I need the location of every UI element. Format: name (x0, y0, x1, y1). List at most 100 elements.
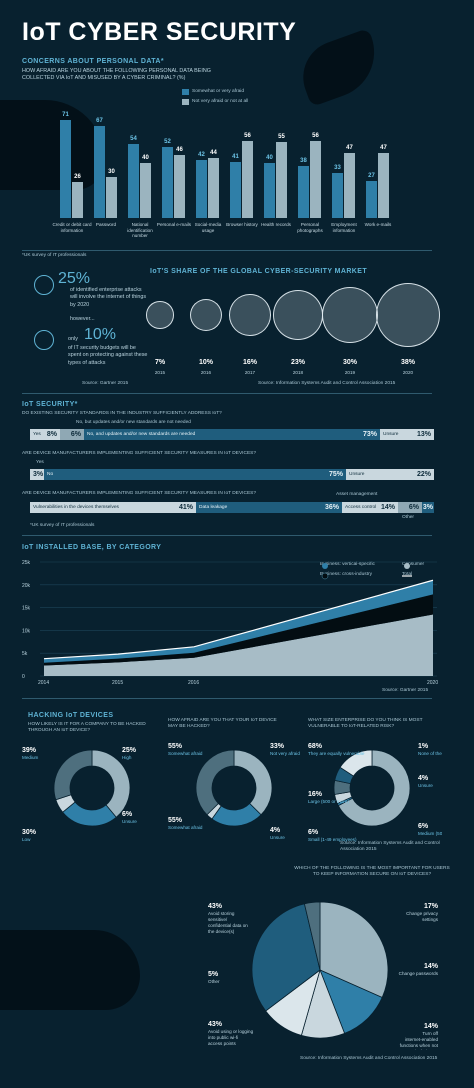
bar-not-afraid (242, 141, 253, 218)
x-tick-label: 2015 (112, 680, 123, 686)
hacking-donuts: 39%Medium25%High6%Unsure30%Low55%Somewha… (22, 743, 442, 842)
legend-afraid: Somewhat or very afraid (192, 89, 244, 94)
donut-value: 25% (122, 747, 137, 754)
bar-category-label: Personal e-mails (156, 222, 192, 227)
bar-afraid (332, 172, 343, 218)
bar-value: 47 (346, 145, 353, 152)
hacking-q1: HOW LIKELY IS IT FOR A COMPANY TO BE HAC… (28, 722, 146, 734)
line-total (43, 579, 434, 660)
pie-slice (319, 901, 389, 998)
bar-not-afraid (140, 163, 151, 218)
only-text: only (68, 336, 78, 342)
donut-label: Somewhat afraid (168, 751, 203, 756)
pie-label: Change passwords (399, 971, 439, 976)
bar-category-label: Credit or debit card information (52, 222, 92, 233)
bar-category-label: Social-media usage (194, 222, 222, 233)
y-tick-label: 0 (22, 674, 25, 680)
bar-not-afraid (106, 176, 117, 218)
share-bubble (376, 283, 440, 347)
share-value: 23% (290, 359, 305, 366)
budget-pct: 10% (84, 326, 117, 343)
bar-afraid (366, 180, 377, 218)
donut-label: Medium (22, 755, 39, 760)
pie-label: actively in use (409, 1049, 438, 1050)
pie-label: settings (422, 917, 439, 922)
donut-label: Medium (50-499) (418, 831, 442, 836)
bar-value: 42 (198, 152, 205, 159)
bar-value: 40 (142, 155, 149, 161)
donut-slice (91, 749, 131, 818)
bar-value: 26 (74, 174, 81, 181)
bar-value: 40 (266, 155, 273, 161)
q1-yes-value: 8% (46, 431, 57, 438)
q3-data: Data leakage 36% (196, 502, 342, 513)
q3-data-label: Data leakage (199, 505, 228, 510)
pie-label: Avoid storing (208, 911, 235, 916)
q1-no-value: 73% (362, 431, 377, 438)
bar-category-label: Work e-mails (364, 222, 392, 227)
security-footnote: *UK survey of IT professionals (30, 523, 95, 528)
bar-value: 41 (232, 153, 239, 160)
bar-category-label: Employment information (331, 222, 357, 233)
donut-value: 33% (270, 743, 285, 750)
bar-value: 56 (244, 133, 251, 139)
share-year: 2017 (244, 370, 256, 375)
pie-label: Turn off (422, 1031, 438, 1036)
bar-afraid (94, 125, 105, 218)
hacking-source: Source: Information Systems Audit and Co… (340, 841, 440, 853)
security-q3: ARE DEVICE MANUFACTURERS IMPLEMENTING SU… (22, 491, 257, 496)
hand-silhouette-top-right (293, 27, 387, 108)
legend-not-afraid: Not very afraid or not at all (192, 99, 249, 104)
x-tick-label: 2014 (38, 680, 49, 686)
market-share-bubbles: 7% 2015 10% 2016 16% 2017 23% 2018 30% 2019 38% 202… (140, 275, 440, 385)
q3-asset-label: Asset management (336, 492, 378, 497)
bug-icon (34, 275, 54, 295)
attack-pct: 25% (58, 270, 91, 287)
q3-strip: Vulnerabilities in the devices themselve… (30, 502, 434, 513)
pie-label: sensitive/ (208, 917, 228, 922)
security-q1: DO EXISTING SECURITY STANDARDS IN THE IN… (22, 411, 222, 416)
bar-value: 47 (380, 145, 387, 152)
q3-vuln: Vulnerabilities in the devices themselve… (30, 502, 196, 513)
donut-label: Low (22, 837, 31, 842)
threat-source: Source: Gartner 2015 (82, 381, 129, 386)
pie-label: Avoid using or logging (208, 1029, 254, 1034)
bar-not-afraid (276, 142, 287, 218)
q1-note: No, but updates and/or new standards are… (76, 420, 191, 425)
donut-value: 39% (22, 747, 37, 754)
bar-not-afraid (72, 182, 83, 218)
bar-value: 44 (210, 149, 217, 156)
q1-unsure-value: 13% (416, 431, 431, 438)
pie-slice (251, 903, 321, 1012)
donut-value: 30% (22, 829, 37, 836)
pie-label: into public wi-fi (208, 1035, 238, 1040)
bar-afraid (230, 161, 241, 218)
bar-value: 52 (164, 138, 171, 145)
important-question: WHICH OF THE FOLLOWING IS THE MOST IMPOR… (294, 866, 450, 878)
bar-category-label: Health records (261, 222, 291, 227)
bar-value: 33 (334, 164, 341, 171)
bar-not-afraid (378, 153, 389, 218)
bar-value: 46 (176, 146, 183, 153)
donut-value: 6% (122, 811, 133, 818)
q2-yes-label: Yes (36, 460, 44, 465)
pie-value: 14% (424, 963, 439, 970)
area-consumer (44, 614, 433, 676)
pie-value: 43% (208, 903, 223, 910)
donut-label: None of them are vulnerable (418, 751, 442, 756)
bar-not-afraid (208, 157, 219, 218)
page-title: IoT CYBER SECURITY (22, 18, 297, 46)
q2-yes: 3% (30, 469, 44, 480)
donut-value: 55% (168, 817, 183, 824)
bar-value: 67 (96, 117, 103, 124)
donut-label: High (122, 755, 132, 760)
q2-strip: 3% No 75% Unsure 22% (30, 469, 434, 480)
bar-not-afraid (174, 154, 185, 218)
donut-value: 6% (418, 823, 429, 830)
q2-no-value: 75% (328, 471, 343, 478)
legend-dot-consumer (404, 563, 410, 569)
donut-label: Somewhat afraid (168, 825, 203, 830)
q3-other-label: Other (402, 515, 414, 520)
bar-afraid (264, 163, 275, 218)
donut-label: They are equally vulnerable (308, 751, 365, 756)
